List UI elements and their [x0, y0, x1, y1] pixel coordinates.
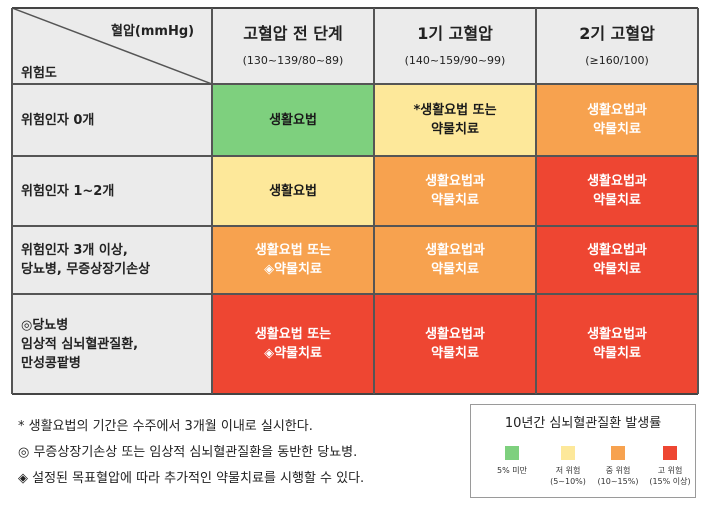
legend-label-mid_low: 저 위험 (5~10%)	[550, 466, 586, 486]
row-label-2: 위험인자 1~2개	[12, 156, 212, 226]
column-header-1: 고혈압 전 단계 (130~139/80~89)	[212, 8, 374, 84]
column-title: 고혈압 전 단계	[243, 24, 343, 43]
treatment-text: 생활요법과	[587, 174, 647, 189]
corner-label-blood-pressure: 혈압(mmHg)	[111, 24, 195, 39]
treatment-text: 약물치료	[593, 346, 641, 361]
footnote-diamond: ◈ 설정된 목표혈압에 따라 추가적인 약물치료를 시행할 수 있다.	[18, 471, 365, 486]
treatment-text: 생활요법	[269, 183, 317, 199]
grid-vline-2	[373, 8, 375, 394]
column-title: 1기 고혈압	[417, 24, 493, 43]
treatment-text: 생활요법과	[587, 243, 647, 258]
treatment-text: 생활요법과	[425, 327, 485, 342]
header-row-background	[12, 8, 698, 84]
grid-vline-4	[697, 8, 699, 394]
treatment-text: 생활요법 또는	[254, 243, 332, 258]
treatment-text: 약물치료	[431, 262, 479, 277]
grid-hline-3	[12, 225, 698, 227]
column-header-3: 2기 고혈압 (≥160/100)	[536, 8, 698, 84]
treatment-cell-r4-c1: 생활요법 또는 ◈약물치료	[212, 294, 374, 394]
column-range: (≥160/100)	[585, 54, 649, 67]
column-title: 2기 고혈압	[579, 24, 655, 43]
treatment-text: 생활요법과	[587, 103, 647, 118]
treatment-text: 생활요법과	[425, 174, 485, 189]
row-label-3: 위험인자 3개 이상, 당뇨병, 무증상장기손상	[12, 226, 212, 294]
column-header-2: 1기 고혈압 (140~159/90~99)	[374, 8, 536, 84]
grid-vline-1	[211, 8, 213, 394]
corner-label-risk: 위험도	[21, 66, 57, 81]
row-label-line: ◎당뇨병	[21, 317, 69, 333]
treatment-text: 생활요법과	[425, 243, 485, 258]
grid-hline-1	[12, 83, 698, 85]
column-range: (140~159/90~99)	[404, 54, 506, 67]
grid-hline-5	[12, 393, 698, 395]
grid-hline-4	[12, 293, 698, 295]
legend-label-low: 5% 미만	[497, 466, 527, 475]
row-label-1: 위험인자 0개	[12, 84, 212, 156]
treatment-cell-r2-c1: 생활요법	[212, 156, 374, 226]
treatment-text: 생활요법 또는	[254, 327, 332, 342]
legend-swatch-mid	[611, 446, 625, 460]
grid-vline-3	[535, 8, 537, 394]
treatment-text: ◈약물치료	[264, 346, 322, 361]
row-label-line: 만성콩팥병	[21, 355, 81, 371]
column-range: (130~139/80~89)	[242, 54, 344, 67]
legend-swatch-low	[505, 446, 519, 460]
legend-swatch-high	[663, 446, 677, 460]
treatment-cell-r3-c1: 생활요법 또는 ◈약물치료	[212, 226, 374, 294]
grid-hline-0	[12, 7, 698, 9]
row-label-line: 당뇨병, 무증상장기손상	[21, 262, 151, 277]
row-label-line: 위험인자 1~2개	[21, 183, 115, 199]
risk-legend: 10년간 심뇌혈관질환 발생률 5% 미만 저 위험 (5~10%) 중 위험 (10~…	[470, 404, 696, 498]
row-label-line: 임상적 심뇌혈관질환,	[21, 336, 139, 352]
treatment-text: 생활요법과	[587, 327, 647, 342]
legend-label-mid: 중 위험 (10~15%)	[597, 466, 639, 486]
label-column-background	[12, 84, 212, 394]
treatment-text: 약물치료	[431, 193, 479, 208]
row-label-line: 위험인자 0개	[21, 112, 95, 128]
treatment-text: 약물치료	[593, 193, 641, 208]
corner-diagonal	[12, 8, 212, 84]
grid-vline-0	[11, 8, 13, 394]
grid-hline-2	[12, 155, 698, 157]
treatment-cell-r1-c1: 생활요법	[212, 84, 374, 156]
treatment-text: 약물치료	[593, 122, 641, 137]
footnotes: * 생활요법의 기간은 수주에서 3개월 이내로 실시한다. ◎ 무증상장기손상…	[18, 414, 364, 492]
footnote-circle: ◎ 무증상장기손상 또는 임상적 심뇌혈관질환을 동반한 당뇨병.	[18, 445, 358, 460]
legend-title: 10년간 심뇌혈관질환 발생률	[504, 416, 662, 431]
treatment-text: 약물치료	[431, 346, 479, 361]
treatment-text: 생활요법	[269, 112, 317, 128]
footnote-asterisk: * 생활요법의 기간은 수주에서 3개월 이내로 실시한다.	[18, 419, 313, 434]
row-label-line: 위험인자 3개 이상,	[21, 243, 128, 258]
legend-label-high: 고 위험 (15% 이상)	[649, 466, 691, 486]
legend-swatch-mid_low	[561, 446, 575, 460]
treatment-text: *생활요법 또는	[413, 103, 497, 118]
treatment-text: ◈약물치료	[264, 262, 322, 277]
treatment-text: 약물치료	[431, 122, 479, 137]
treatment-text: 약물치료	[593, 262, 641, 277]
